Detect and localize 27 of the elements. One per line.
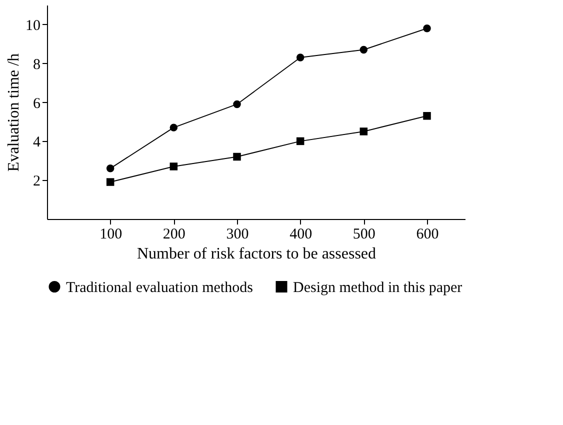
x-tick-label: 600 [416, 226, 439, 242]
x-axis-title: Number of risk factors to be assessed [136, 246, 376, 262]
x-tick-label: 200 [162, 226, 186, 242]
y-tick-label: 6 [33, 96, 41, 112]
x-tick-label: 300 [226, 226, 249, 242]
point [170, 162, 178, 170]
x-tick-label: 400 [290, 226, 312, 242]
point [360, 46, 368, 54]
point [106, 164, 114, 172]
point [233, 100, 241, 108]
legend-label: Traditional evaluation methods [66, 280, 254, 296]
y-tick-label: 8 [33, 56, 40, 73]
y-tick-label: 4 [33, 134, 41, 151]
point [106, 178, 114, 186]
x-tick-label: 100 [100, 226, 122, 242]
y-tick-label: 10 [26, 18, 40, 34]
point [170, 124, 178, 132]
x-tick-label: 500 [352, 226, 376, 242]
point [360, 128, 368, 136]
legend-label: Design method in this paper [293, 280, 462, 296]
point [296, 137, 304, 146]
y-tick-label: 2 [33, 174, 40, 190]
point [423, 24, 431, 32]
y-axis-title: Evaluation time /h [6, 53, 22, 172]
point [233, 152, 241, 161]
point [296, 54, 304, 62]
point [423, 112, 431, 120]
